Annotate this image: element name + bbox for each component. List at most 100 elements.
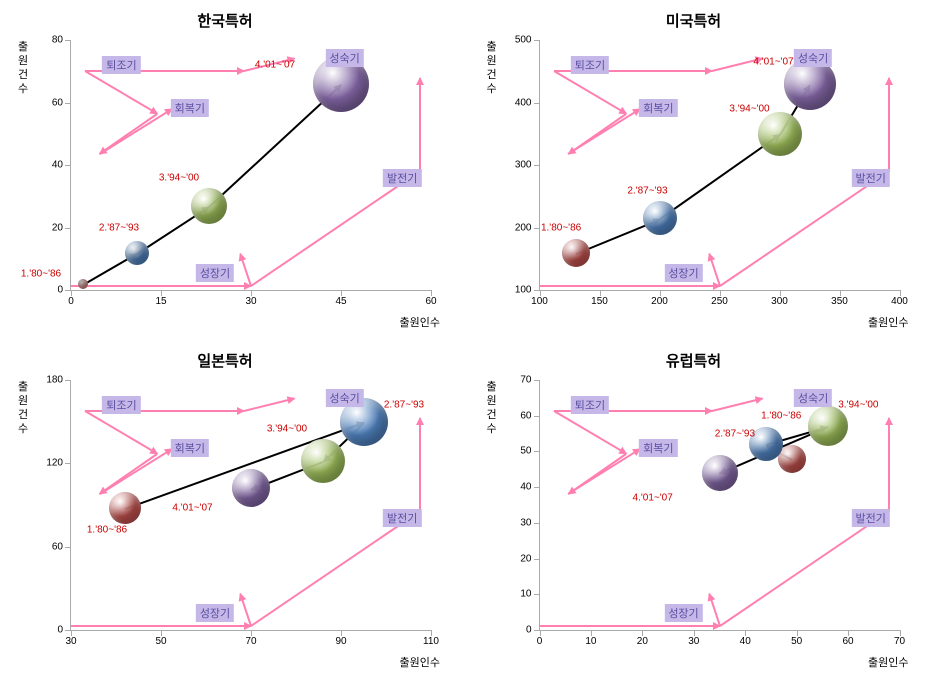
arrow [553,410,626,454]
arrow [888,79,890,172]
x-tick-label: 30 [245,296,256,307]
arrow [239,253,252,286]
y-axis-label: 출 원 건 수 [485,40,499,96]
y-tick-label: 20 [520,553,531,564]
bubble [301,439,345,483]
arrow [244,398,295,412]
x-tick-label: 15 [155,296,166,307]
y-tick [534,165,540,166]
bubble-label: 3.'94~'00 [729,103,769,114]
y-tick [534,103,540,104]
x-tick-label: 200 [651,296,668,307]
y-tick [534,228,540,229]
x-tick-label: 40 [740,636,751,647]
bubble-label: 3.'94~'00 [838,400,878,411]
y-tick-label: 100 [515,285,532,296]
arrow [568,448,641,495]
bubble [109,492,141,524]
y-tick-label: 200 [515,222,532,233]
x-tick-label: 350 [831,296,848,307]
x-tick-label: 20 [637,636,648,647]
phase-label-growth: 성장기 [196,604,234,622]
phase-label-recovery: 회복기 [639,99,677,117]
arrow [568,113,627,155]
x-tick-label: 70 [245,636,256,647]
x-tick-label: 30 [688,636,699,647]
y-tick-label: 180 [46,375,63,386]
bubble-label: 4.'01~'07 [172,502,212,513]
bubble [232,469,270,507]
arrow [540,625,720,627]
x-tick-label: 100 [531,296,548,307]
phase-label-development: 발전기 [852,509,890,527]
x-tick-label: 150 [591,296,608,307]
y-tick-label: 300 [515,160,532,171]
bubble [643,201,677,235]
arrow [99,113,158,155]
phase-overlay [540,40,900,290]
x-tick-label: 60 [425,296,436,307]
x-tick-label: 50 [155,636,166,647]
phase-label-recovery: 회복기 [639,439,677,457]
phase-label-development: 발전기 [383,509,421,527]
bubble-label: 3.'94~'00 [159,172,199,183]
plot-area: 0204060800153045601.'80~'862.'87~'933.'9… [70,40,431,291]
bubble-label: 2.'87~'93 [627,186,667,197]
x-tick-label: 0 [537,636,543,647]
y-tick [65,103,71,104]
x-tick-label: 300 [771,296,788,307]
x-axis-label: 출원인수 [868,654,908,670]
y-tick [534,487,540,488]
bubble [562,239,590,267]
y-tick-label: 80 [52,35,63,46]
arrow [85,70,158,114]
y-tick [65,380,71,381]
arrow [99,448,172,495]
y-tick-label: 40 [52,160,63,171]
panel-eu: 유럽특허출 원 건 수출원인수0102030405060700102030405… [479,350,909,670]
y-axis-label: 출 원 건 수 [485,380,499,436]
bubble-label: 1.'80~'86 [87,525,127,536]
x-axis-label: 출원인수 [868,314,908,330]
bubble [808,406,848,446]
panel-jp: 일본특허출 원 건 수출원인수060120180305070901101.'80… [10,350,440,670]
phase-label-recovery: 회복기 [171,99,209,117]
arrow [99,453,158,495]
y-tick-label: 500 [515,35,532,46]
arrow [250,170,420,287]
panel-us: 미국특허출 원 건 수출원인수1002003004005001001502002… [479,10,909,330]
bubble-label: 2.'87~'93 [715,428,755,439]
arrow [85,410,158,454]
y-tick-label: 30 [520,517,531,528]
y-tick-label: 20 [52,222,63,233]
bubble-label: 1.'80~'86 [21,269,61,280]
x-tick-label: 250 [711,296,728,307]
chart-grid: 한국특허출 원 건 수출원인수0204060800153045601.'80~'… [10,10,917,670]
arrow [553,70,626,114]
bubble [125,241,149,265]
arrow [239,593,252,626]
chart-title: 한국특허 [10,10,440,31]
arrow [99,108,172,155]
arrow [719,510,889,627]
arrow [71,285,251,287]
arrow [71,625,251,627]
y-tick-label: 50 [520,446,531,457]
arrow [568,108,641,155]
y-axis-label: 출 원 건 수 [16,40,30,96]
bubble-label: 1.'80~'86 [761,410,801,421]
bubble [78,279,88,289]
bubble-label: 2.'87~'93 [384,400,424,411]
phase-label-decline: 퇴조기 [571,56,609,74]
arrow [419,419,421,512]
y-tick-label: 120 [46,458,63,469]
bubble [191,188,227,224]
y-tick [534,559,540,560]
phase-label-maturity: 성숙기 [794,389,832,407]
bubble [758,112,802,156]
phase-label-maturity: 성숙기 [794,49,832,67]
x-tick-label: 90 [335,636,346,647]
phase-label-maturity: 성숙기 [325,389,363,407]
y-tick-label: 70 [520,375,531,386]
y-tick-label: 60 [52,97,63,108]
